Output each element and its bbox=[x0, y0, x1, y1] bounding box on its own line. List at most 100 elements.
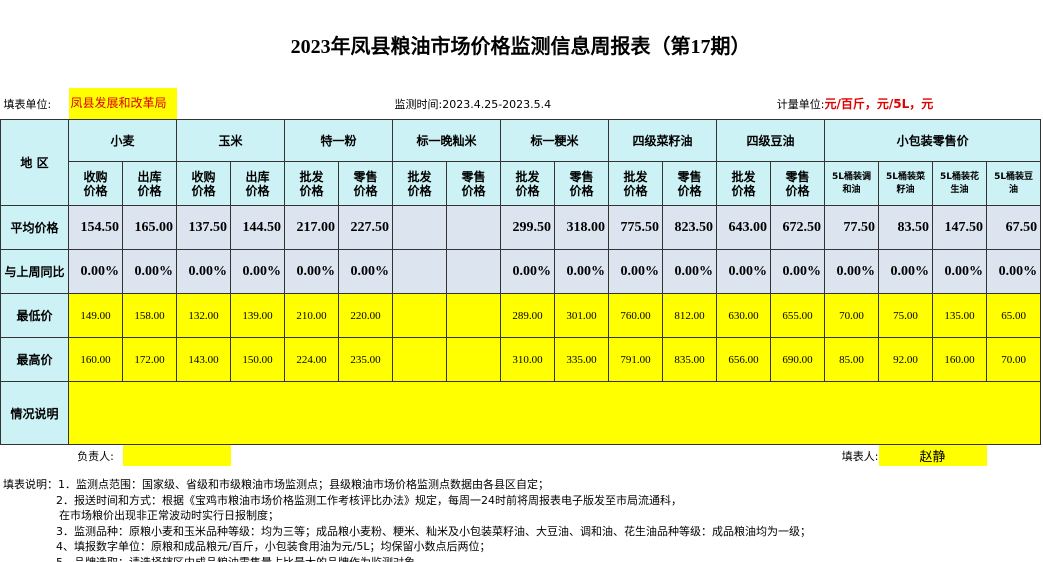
value-cell: 70.00 bbox=[985, 337, 1042, 382]
responsible-label: 负责人: bbox=[77, 449, 114, 463]
data-row: 最低价 149.00 158.00 132.00 139.00 210.00 220.00 2… bbox=[0, 293, 1042, 338]
remarks-row: 情况说明 bbox=[0, 381, 1042, 445]
value-cell: 144.50 bbox=[230, 205, 285, 250]
value-cell: 0.00% bbox=[68, 249, 123, 294]
column-header-text: 批发价格 bbox=[407, 169, 432, 198]
value-cell: 172.00 bbox=[122, 337, 177, 382]
value-cell: 791.00 bbox=[608, 337, 663, 382]
column-header: 收购价格 bbox=[68, 161, 123, 206]
table-body: 2023年凤县粮油市场价格监测信息周报表（第17期） 填表单位: 凤县发展和改革局 监… bbox=[0, 0, 1042, 466]
sign-row: 负责人: 填表人: 赵静 bbox=[1, 444, 1041, 466]
column-header: 5L桶装花生油 bbox=[932, 161, 987, 206]
value-cell: 137.50 bbox=[176, 205, 231, 250]
value-cell: 135.00 bbox=[932, 293, 987, 338]
value-cell: 217.00 bbox=[284, 205, 339, 250]
data-row: 最高价 160.00 172.00 143.00 150.00 224.00 235.00 3… bbox=[0, 337, 1042, 382]
value-cell: 655.00 bbox=[770, 293, 825, 338]
data-row: 平均价格 154.50 165.00 137.50 144.50 217.00 227.50… bbox=[0, 205, 1042, 250]
value-cell: 0.00% bbox=[608, 249, 663, 294]
empty-cell bbox=[446, 205, 501, 250]
column-header: 5L桶装菜籽油 bbox=[878, 161, 933, 206]
column-header: 零售价格 bbox=[662, 161, 717, 206]
value-cell: 224.00 bbox=[284, 337, 339, 382]
value-cell: 812.00 bbox=[662, 293, 717, 338]
value-cell: 0.00% bbox=[716, 249, 771, 294]
column-header-text: 收购价格 bbox=[83, 169, 108, 198]
value-cell: 235.00 bbox=[338, 337, 393, 382]
column-header: 批发价格 bbox=[608, 161, 663, 206]
column-header: 零售价格 bbox=[338, 161, 393, 206]
value-cell: 0.00% bbox=[230, 249, 285, 294]
column-header: 批发价格 bbox=[392, 161, 447, 206]
column-header-text: 零售价格 bbox=[461, 169, 486, 198]
note-line: 3．监测品种：原粮小麦和玉米品种等级：均为三等；成品粮小麦粉、粳米、籼米及小包装… bbox=[3, 524, 811, 540]
report-title: 2023年凤县粮油市场价格监测信息周报表（第17期） bbox=[290, 35, 751, 58]
column-header-text: 批发价格 bbox=[515, 169, 540, 198]
value-cell: 0.00% bbox=[554, 249, 609, 294]
column-header-text: 零售价格 bbox=[677, 169, 702, 198]
note-line: 在市场粮价出现非正常波动时实行日报制度； bbox=[3, 508, 811, 524]
value-cell: 160.00 bbox=[68, 337, 123, 382]
note-text: 3．监测品种：原粮小麦和玉米品种等级：均为三等；成品粮小麦粉、粳米、籼米及小包装… bbox=[56, 524, 811, 538]
row-label: 平均价格 bbox=[0, 205, 69, 250]
value-cell: 132.00 bbox=[176, 293, 231, 338]
value-cell: 0.00% bbox=[176, 249, 231, 294]
value-cell: 158.00 bbox=[122, 293, 177, 338]
value-cell: 139.00 bbox=[230, 293, 285, 338]
value-cell: 690.00 bbox=[770, 337, 825, 382]
empty-cell bbox=[392, 293, 447, 338]
subheader-row: 收购价格 出库价格 收购价格 出库价格 批发价格 零售价格 批发价格 零售价格 批发价格 零售价格… bbox=[1, 161, 1042, 206]
spacer bbox=[609, 88, 717, 120]
value-cell: 310.00 bbox=[500, 337, 555, 382]
group-header: 玉米 bbox=[176, 119, 285, 162]
column-header-text: 零售价格 bbox=[785, 169, 810, 198]
value-cell: 0.00% bbox=[985, 249, 1042, 294]
column-header-text: 5L桶装调和油 bbox=[832, 171, 871, 195]
value-cell: 154.50 bbox=[68, 205, 123, 250]
header-row: 地 区小麦 玉米 特一粉 标一晚籼米 标一粳米 四级菜籽油 四级豆油 小包装零售价 bbox=[0, 119, 1042, 206]
value-cell: 149.00 bbox=[68, 293, 123, 338]
value-cell: 85.00 bbox=[824, 337, 879, 382]
group-header: 标一粳米 bbox=[500, 119, 609, 162]
value-cell: 0.00% bbox=[338, 249, 393, 294]
group-header: 特一粉 bbox=[284, 119, 393, 162]
value-cell: 630.00 bbox=[716, 293, 771, 338]
info-row: 填表单位: 凤县发展和改革局 监测时间:2023.4.25-2023.5.4 计量单位… bbox=[1, 88, 1041, 120]
spacer bbox=[177, 88, 393, 120]
value-cell: 0.00% bbox=[500, 249, 555, 294]
value-cell: 0.00% bbox=[662, 249, 717, 294]
note-line: 4、填报数字单位：原粮和成品粮元/百斤，小包装食用油为元/5L；均保留小数点后两… bbox=[3, 539, 811, 555]
value-cell: 0.00% bbox=[932, 249, 987, 294]
value-cell: 835.00 bbox=[662, 337, 717, 382]
value-cell: 0.00% bbox=[284, 249, 339, 294]
value-cell: 75.00 bbox=[878, 293, 933, 338]
report-table: 2023年凤县粮油市场价格监测信息周报表（第17期） 填表单位: 凤县发展和改革局 监… bbox=[0, 0, 1042, 466]
column-header-text: 出库价格 bbox=[137, 169, 162, 198]
empty-cell bbox=[446, 249, 501, 294]
value-cell: 0.00% bbox=[122, 249, 177, 294]
value-cell: 70.00 bbox=[824, 293, 879, 338]
region-header: 地 区 bbox=[0, 119, 69, 206]
title-row: 2023年凤县粮油市场价格监测信息周报表（第17期） bbox=[1, 0, 1041, 88]
value-cell: 775.50 bbox=[608, 205, 663, 250]
empty-cell bbox=[392, 337, 447, 382]
measure-label: 计量单位: bbox=[776, 97, 825, 111]
value-cell: 227.50 bbox=[338, 205, 393, 250]
row-label: 与上周同比 bbox=[0, 249, 69, 294]
column-header-text: 收购价格 bbox=[191, 169, 216, 198]
column-header-text: 5L桶装豆油 bbox=[994, 171, 1034, 195]
group-header: 小麦 bbox=[68, 119, 177, 162]
row-label: 最高价 bbox=[0, 337, 69, 382]
value-cell: 160.00 bbox=[932, 337, 987, 382]
column-header: 批发价格 bbox=[284, 161, 339, 206]
value-cell: 0.00% bbox=[878, 249, 933, 294]
column-header-text: 零售价格 bbox=[353, 169, 378, 198]
group-header: 四级菜籽油 bbox=[608, 119, 717, 162]
value-cell: 77.50 bbox=[824, 205, 879, 250]
value-cell: 823.50 bbox=[662, 205, 717, 250]
unit-label: 填表单位: bbox=[3, 97, 52, 111]
value-cell: 150.00 bbox=[230, 337, 285, 382]
value-cell: 92.00 bbox=[878, 337, 933, 382]
value-cell: 301.00 bbox=[554, 293, 609, 338]
